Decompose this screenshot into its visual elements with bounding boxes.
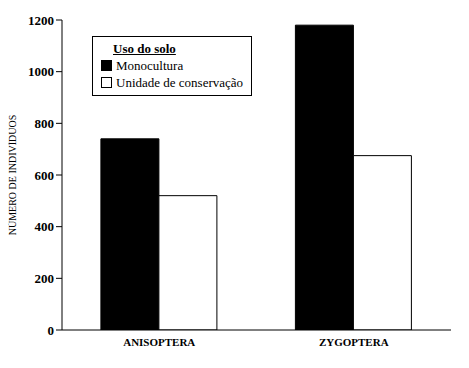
svg-text:400: 400 — [35, 219, 55, 234]
html-text:Uso do solo: Uso do solo — [113, 41, 176, 56]
html-text:Monocultura: Monocultura — [116, 58, 184, 73]
svg-text:200: 200 — [35, 271, 55, 286]
svg-text:ANISOPTERA: ANISOPTERA — [123, 336, 195, 348]
svg-text:800: 800 — [35, 116, 55, 131]
svg-text:1000: 1000 — [28, 64, 54, 79]
svg-text:ZYGOPTERA: ZYGOPTERA — [319, 336, 389, 348]
svg-text:600: 600 — [35, 168, 55, 183]
svg-text:0: 0 — [48, 323, 55, 338]
svg-text:1200: 1200 — [28, 13, 54, 28]
html-text:Unidade de conservação: Unidade de conservação — [116, 75, 244, 90]
svg-text:NÚMERO DE INDIVÍDUOS: NÚMERO DE INDIVÍDUOS — [8, 115, 18, 236]
